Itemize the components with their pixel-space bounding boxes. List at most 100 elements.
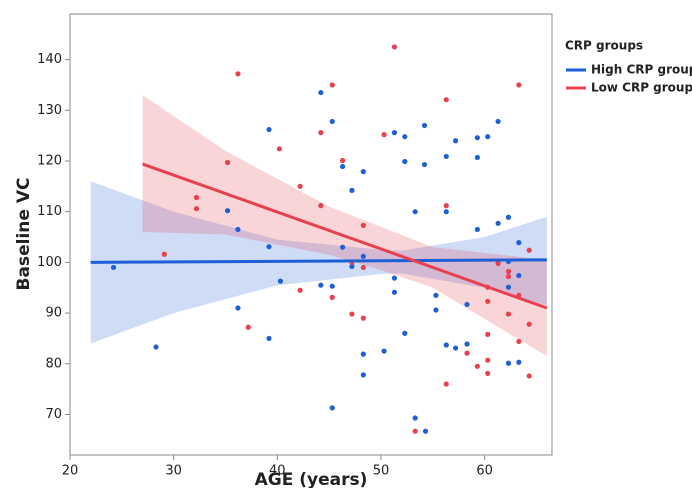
point [443, 209, 449, 215]
point [235, 71, 241, 77]
point [495, 118, 501, 125]
point [360, 372, 366, 378]
point [443, 342, 449, 348]
point [453, 345, 459, 351]
legend-item: High CRP group [591, 63, 692, 77]
y-tick-label: 120 [37, 154, 62, 169]
point [161, 251, 167, 257]
y-tick-label: 130 [37, 103, 62, 118]
point [516, 82, 522, 88]
point [421, 161, 428, 168]
point [412, 428, 418, 434]
point [349, 311, 355, 317]
point [329, 405, 335, 411]
point [360, 315, 366, 321]
point [360, 264, 366, 271]
y-tick-label: 70 [45, 407, 62, 422]
point [329, 294, 335, 300]
point [443, 97, 449, 103]
point [516, 240, 522, 246]
point [422, 428, 429, 434]
y-tick-label: 90 [45, 306, 62, 321]
point [329, 82, 335, 88]
point [526, 373, 532, 379]
point [412, 209, 418, 215]
y-tick-label: 80 [45, 356, 62, 371]
point [402, 158, 408, 165]
x-tick-label: 40 [269, 464, 286, 479]
point [235, 226, 241, 233]
point [381, 348, 387, 354]
plot-frame [69, 13, 553, 456]
point [340, 244, 346, 250]
point [443, 381, 449, 387]
point [495, 220, 501, 226]
point [433, 307, 439, 313]
point [516, 359, 522, 365]
point [485, 134, 491, 140]
point [340, 157, 346, 164]
x-tick-label: 50 [373, 464, 390, 479]
point [318, 282, 324, 288]
point [464, 341, 470, 347]
point [266, 335, 272, 342]
point [340, 163, 346, 170]
x-tick-label: 20 [62, 464, 79, 479]
y-tick-label: 100 [37, 255, 62, 270]
x-tick-label: 60 [476, 464, 493, 479]
point [235, 305, 241, 311]
point [193, 194, 200, 201]
point [329, 283, 335, 289]
point [391, 275, 398, 281]
point [474, 226, 480, 233]
x-tick-label: 30 [165, 464, 182, 479]
point [360, 169, 366, 175]
point [526, 247, 532, 253]
point [297, 287, 303, 293]
point [360, 222, 366, 228]
point [329, 118, 335, 125]
point [516, 272, 522, 279]
legend-title: CRP groups [565, 39, 643, 53]
point [421, 122, 428, 129]
point [485, 370, 491, 376]
point [318, 89, 324, 96]
point [485, 357, 491, 363]
point [277, 278, 284, 284]
point [391, 130, 398, 136]
legend-item: Low CRP group [591, 81, 692, 95]
point [516, 338, 522, 345]
point [193, 206, 200, 212]
point [453, 138, 459, 144]
point [153, 344, 159, 350]
point [433, 292, 439, 298]
point [505, 273, 512, 280]
point [505, 214, 512, 220]
fit-line [142, 162, 548, 310]
point [224, 159, 231, 166]
point [412, 415, 418, 421]
point [360, 253, 366, 259]
confidence-band [142, 95, 547, 357]
point [266, 126, 272, 133]
y-tick-label: 110 [37, 204, 62, 219]
point [402, 134, 408, 140]
point [495, 260, 501, 266]
point [474, 363, 480, 369]
point [381, 132, 387, 138]
point [297, 183, 303, 189]
point [110, 264, 117, 271]
point [318, 203, 324, 209]
point [443, 153, 449, 160]
point [474, 135, 480, 141]
fit-line [90, 258, 547, 264]
point [464, 350, 470, 356]
y-axis-title: Baseline VC [14, 178, 34, 291]
point [349, 263, 355, 270]
point [485, 331, 491, 337]
point [349, 187, 355, 193]
point [474, 154, 480, 161]
point [505, 311, 512, 317]
point [464, 301, 470, 308]
